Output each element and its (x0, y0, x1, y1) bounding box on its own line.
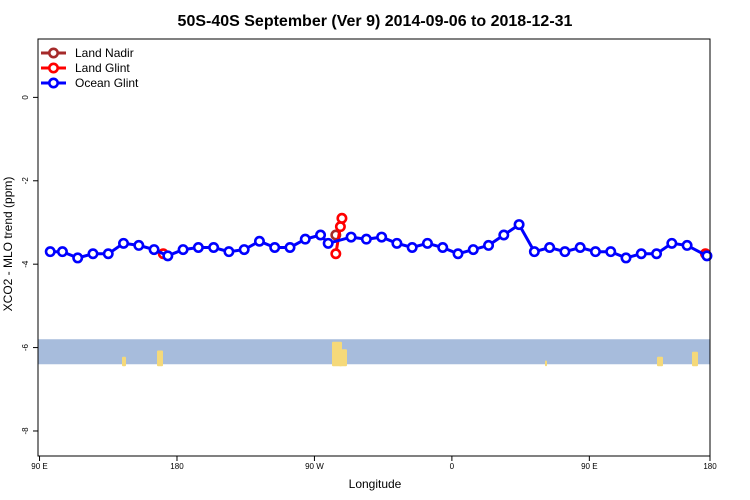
legend-entry-label: Ocean Glint (75, 76, 139, 90)
y-tick-label: -2 (21, 177, 30, 185)
data-point (513, 219, 525, 231)
legend-entry-label: Land Nadir (75, 46, 134, 60)
data-point (681, 239, 693, 251)
y-tick-label: -8 (21, 427, 30, 435)
data-point (299, 233, 311, 245)
legend-swatch-marker (47, 47, 59, 59)
data-point (345, 231, 357, 243)
legend-swatch-marker (47, 62, 59, 74)
data-point (133, 239, 145, 251)
data-point (56, 246, 68, 258)
land-patch (157, 350, 163, 367)
data-point (620, 252, 632, 264)
data-point (72, 252, 84, 264)
x-tick-label: 180 (170, 462, 184, 471)
data-point (452, 248, 464, 260)
data-point (437, 242, 449, 254)
y-tick-label: -4 (21, 260, 30, 268)
series-layer (44, 212, 713, 264)
data-point (192, 242, 204, 254)
data-point (269, 242, 281, 254)
data-point (605, 246, 617, 258)
data-point (87, 248, 99, 260)
data-point (336, 212, 348, 224)
data-point (498, 229, 510, 241)
land-patch (122, 356, 126, 367)
data-point (208, 242, 220, 254)
data-point (528, 246, 540, 258)
data-point (102, 248, 114, 260)
data-point (589, 246, 601, 258)
data-point (44, 246, 56, 258)
data-point (651, 248, 663, 260)
data-point (544, 242, 556, 254)
data-point (330, 248, 342, 260)
legend-swatch-marker (47, 77, 59, 89)
data-point (148, 244, 160, 256)
data-point (574, 242, 586, 254)
y-axis: 0 -2 -4 -6 -8 (21, 95, 38, 435)
data-point (421, 237, 433, 249)
data-point (322, 237, 334, 249)
data-point (223, 246, 235, 258)
y-tick-label: -6 (21, 343, 30, 351)
data-point (118, 237, 130, 249)
plot-frame (37, 38, 711, 457)
x-tick-label: 90 W (305, 462, 324, 471)
data-point (360, 233, 372, 245)
data-point (666, 237, 678, 249)
x-axis: 90 E 180 90 W 0 90 E 180 (31, 456, 717, 471)
x-tick-label: 90 E (581, 462, 597, 471)
y-axis-label: XCO2 - MLO trend (ppm) (1, 177, 15, 312)
data-point (701, 250, 713, 262)
x-axis-label: Longitude (349, 477, 402, 491)
data-point (315, 229, 327, 241)
land-patch (657, 356, 663, 367)
data-point (391, 237, 403, 249)
land-band (38, 339, 710, 367)
chart-title: 50S-40S September (Ver 9) 2014-09-06 to … (178, 13, 573, 30)
x-tick-label: 0 (450, 462, 455, 471)
data-point (635, 248, 647, 260)
land-patch (692, 351, 698, 367)
data-point (334, 221, 346, 233)
land-patch (545, 360, 547, 367)
data-point (467, 244, 479, 256)
data-point (406, 242, 418, 254)
y-tick-label: 0 (21, 95, 30, 100)
data-point (162, 250, 174, 262)
data-point (376, 231, 388, 243)
land-patch (339, 349, 347, 367)
x-tick-label: 90 E (31, 462, 47, 471)
data-point (483, 239, 495, 251)
legend-entry-label: Land Glint (75, 61, 130, 75)
data-point (559, 246, 571, 258)
data-point (238, 244, 250, 256)
ocean-band (38, 339, 710, 365)
data-point (253, 235, 265, 247)
x-tick-label: 180 (703, 462, 717, 471)
series-ocean-glint (44, 219, 713, 264)
data-point (284, 242, 296, 254)
data-point (177, 244, 189, 256)
